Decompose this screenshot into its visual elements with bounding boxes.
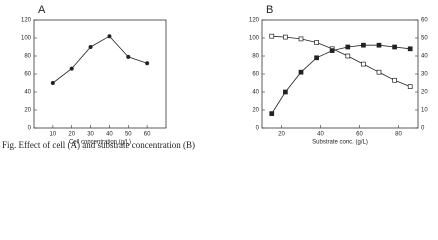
y-tick-label: 40 xyxy=(24,90,31,96)
series-line xyxy=(271,35,411,87)
x-tick-label: 60 xyxy=(144,132,151,138)
marker xyxy=(361,61,366,67)
y-tick-label: 80 xyxy=(252,54,259,60)
marker xyxy=(269,33,275,39)
marker xyxy=(314,40,319,45)
marker xyxy=(298,36,304,42)
marker xyxy=(407,84,413,89)
y-tick-label: 120 xyxy=(21,18,32,24)
marker xyxy=(145,61,150,66)
y-tick-label: 40 xyxy=(252,90,259,96)
y-tick-label: 60 xyxy=(252,72,259,78)
x-tick-label: 40 xyxy=(317,132,324,138)
y2-tick-label: 20 xyxy=(421,90,428,96)
y2-tick-label: 40 xyxy=(421,54,428,60)
y-tick-label: 0 xyxy=(256,126,260,132)
marker xyxy=(69,66,74,71)
marker xyxy=(392,77,397,83)
marker xyxy=(126,54,131,59)
y2-tick-label: 60 xyxy=(421,18,428,24)
marker xyxy=(283,34,288,40)
x-tick-label: 30 xyxy=(87,132,94,138)
y2-tick-label: 10 xyxy=(421,108,428,114)
y-tick-label: 80 xyxy=(24,54,31,60)
marker xyxy=(376,69,382,75)
y2-tick-label: 0 xyxy=(421,126,425,132)
y2-tick-label: 50 xyxy=(421,36,428,42)
x-axis-label: Substrate conc. (g/L) xyxy=(312,140,368,146)
x-tick-label: 50 xyxy=(125,132,132,138)
marker xyxy=(345,44,351,50)
x-tick-label: 60 xyxy=(356,132,363,138)
figure: Fig. Effect of cell (A) and substrate co… xyxy=(2,4,428,150)
series-line xyxy=(271,44,411,114)
marker xyxy=(88,45,93,49)
x-tick-label: 10 xyxy=(50,132,57,138)
marker xyxy=(361,42,366,48)
marker xyxy=(283,89,288,95)
marker xyxy=(107,34,112,39)
marker xyxy=(50,81,55,85)
x-tick-label: 20 xyxy=(278,132,285,138)
series-line xyxy=(52,35,148,84)
x-axis-label: Cell concentration (g/L) xyxy=(69,140,131,146)
marker xyxy=(345,53,351,59)
y-tick-label: 100 xyxy=(249,36,260,42)
y-tick-label: 20 xyxy=(252,108,259,114)
caption: Fig. Effect of cell (A) and substrate co… xyxy=(2,140,195,150)
y-tick-label: 120 xyxy=(249,18,260,24)
marker xyxy=(329,48,335,53)
y-tick-label: 100 xyxy=(21,36,32,42)
x-tick-label: 20 xyxy=(68,132,75,138)
panel-label: B xyxy=(266,4,273,16)
marker xyxy=(298,69,304,75)
panel-label: A xyxy=(38,4,46,16)
plot-frame xyxy=(33,19,167,129)
y2-tick-label: 30 xyxy=(421,72,428,78)
marker xyxy=(269,111,275,116)
marker xyxy=(407,46,413,52)
marker xyxy=(314,55,319,61)
y-tick-label: 60 xyxy=(24,72,31,78)
x-tick-label: 40 xyxy=(106,132,113,138)
x-tick-label: 80 xyxy=(395,132,402,138)
y-tick-label: 20 xyxy=(24,108,31,114)
marker xyxy=(376,42,382,48)
marker xyxy=(392,44,397,50)
y-tick-label: 0 xyxy=(28,126,32,132)
